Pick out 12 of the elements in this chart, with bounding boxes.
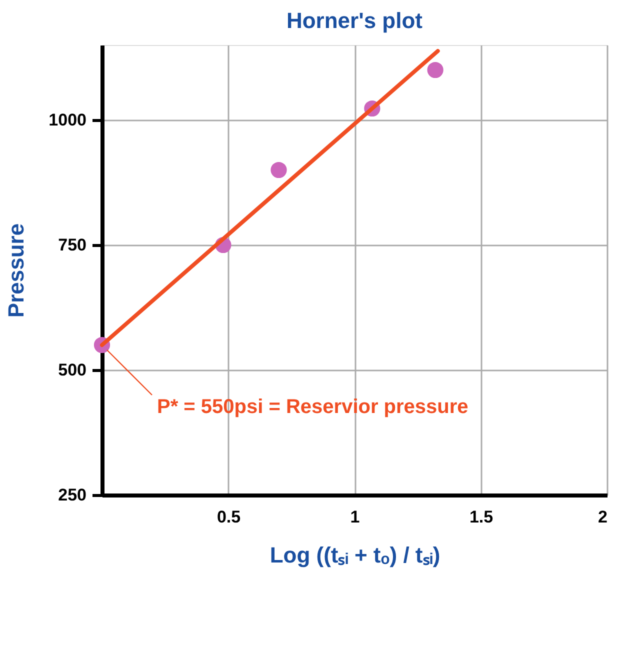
annotation: P* = 550psi = Reservior pressure: [157, 396, 468, 418]
y-tick-label: 750: [58, 236, 86, 254]
chart-title: Horner's plot: [286, 8, 424, 33]
y-tick-label: 500: [58, 360, 86, 380]
y-tick-label: 1000: [48, 110, 86, 130]
y-tick-label: 250: [58, 486, 86, 504]
x-tick-label: 2: [598, 508, 608, 526]
y-axis-title: Pressure: [4, 223, 29, 318]
x-axis-title: Log ((tₛᵢ + tₒ) / tₛᵢ): [270, 542, 440, 568]
x-tick-label: 1: [350, 508, 360, 526]
x-tick-label: 1.5: [469, 508, 494, 526]
x-tick-label: 0.5: [216, 508, 241, 526]
